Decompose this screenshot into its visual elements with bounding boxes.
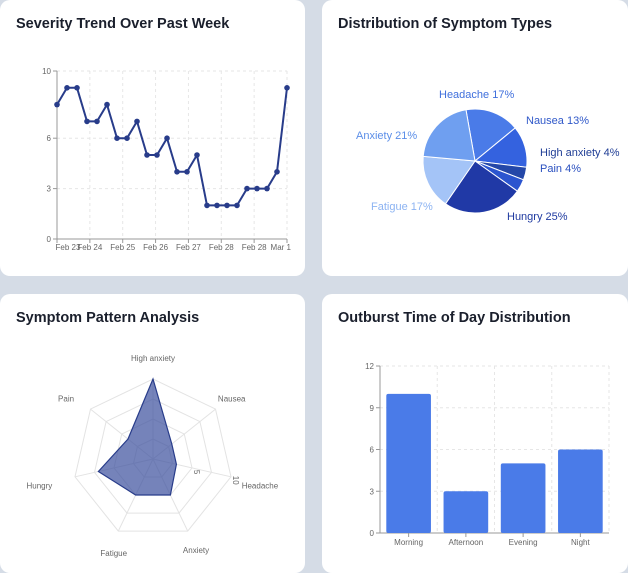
radar-radial-tick: 5 (192, 470, 201, 475)
x-tick-label: Morning (394, 538, 423, 547)
radar-radial-tick: 10 (231, 476, 240, 485)
severity-data-point (114, 135, 120, 141)
symptom-distribution-card: Distribution of Symptom Types Headache 1… (322, 0, 628, 276)
severity-series-line (56, 86, 288, 207)
severity-data-point (164, 135, 170, 141)
y-tick-label: 9 (370, 404, 375, 413)
x-tick-label: Mar 1 (271, 243, 292, 252)
radar-axis-label: Pain (58, 395, 74, 404)
symptom-distribution-title: Distribution of Symptom Types (338, 16, 553, 32)
x-tick-label: Afternoon (449, 538, 484, 547)
radar-axis-label: Fatigue (100, 549, 127, 558)
severity-data-point (274, 169, 280, 175)
x-tick-label: Feb 24 (77, 243, 102, 252)
x-tick-label: Evening (509, 538, 538, 547)
severity-data-point (74, 85, 80, 91)
x-tick-label: Feb 23 (56, 243, 81, 252)
radar-axis-label: Anxiety (183, 546, 209, 555)
severity-data-point (54, 101, 60, 108)
severity-data-point (64, 85, 70, 91)
pie-label-high-anxiety: High anxiety 4% (540, 147, 620, 159)
symptom-pattern-chart: 5 10 High anxiety Nausea Headache Anxiety Fati… (27, 354, 279, 558)
y-tick-label: 3 (47, 185, 52, 194)
x-tick-label: Feb 25 (110, 243, 135, 252)
severity-data-point (204, 202, 210, 209)
radar-grid-ring (93, 398, 213, 514)
symptom-distribution-chart: Headache 17% Nausea 13% High anxiety 4% Pai… (356, 89, 620, 223)
y-tick-label: 0 (47, 235, 52, 244)
severity-data-point (174, 169, 180, 175)
severity-data-point (224, 202, 230, 209)
radar-axis-label: High anxiety (131, 354, 175, 363)
pie-label-headache: Headache 17% (439, 89, 514, 101)
y-tick-label: 12 (365, 362, 374, 371)
bar-night (558, 449, 603, 533)
x-tick-label: Feb 28 (242, 243, 267, 252)
bar-evening (500, 463, 546, 533)
radar-axis-label: Nausea (218, 395, 246, 404)
x-tick-label: Feb 28 (209, 243, 234, 252)
radar-data-area (97, 377, 178, 496)
severity-data-point (214, 202, 220, 209)
y-tick-label: 10 (42, 67, 51, 76)
y-tick-label: 0 (370, 529, 375, 538)
radar-axis-label: Headache (242, 481, 279, 490)
severity-data-point (184, 169, 190, 175)
severity-data-point (84, 118, 90, 125)
severity-data-point (144, 152, 150, 158)
pie-slice-fatigue (422, 155, 476, 205)
severity-data-point (124, 135, 130, 141)
severity-data-point (284, 85, 290, 91)
pie-slice-anxiety (422, 109, 476, 162)
severity-data-point (264, 185, 270, 192)
pie-label-anxiety: Anxiety 21% (356, 130, 417, 142)
radar-grid-ring (74, 378, 232, 532)
pie-label-fatigue: Fatigue 17% (371, 201, 433, 213)
severity-data-point (254, 185, 260, 192)
severity-data-point (94, 118, 100, 125)
severity-data-point (234, 202, 240, 209)
severity-data-point (244, 185, 250, 192)
x-tick-label: Feb 26 (143, 243, 168, 252)
radar-axis-label: Hungry (27, 481, 53, 490)
y-tick-label: 3 (370, 487, 375, 496)
bar-morning (386, 393, 431, 533)
severity-data-point (134, 118, 140, 125)
outburst-time-title: Outburst Time of Day Distribution (338, 310, 571, 326)
outburst-time-card: Outburst Time of Day Distribution 0 3 6 9 12… (322, 294, 628, 573)
severity-data-point (194, 152, 200, 158)
pie-label-nausea: Nausea 13% (526, 115, 589, 127)
y-tick-label: 6 (370, 446, 375, 455)
severity-data-point (104, 101, 110, 108)
severity-trend-title: Severity Trend Over Past Week (16, 16, 230, 32)
x-tick-label: Feb 27 (176, 243, 201, 252)
x-tick-label: Night (571, 538, 590, 547)
severity-trend-card: Severity Trend Over Past Week 0 3 6 10 Feb 2… (0, 0, 305, 276)
symptom-pattern-card: Symptom Pattern Analysis 5 10 High anxiety… (0, 294, 305, 573)
pie-slice-headache (465, 108, 516, 162)
symptom-pattern-title: Symptom Pattern Analysis (16, 310, 200, 326)
pie-label-pain: Pain 4% (540, 163, 581, 175)
severity-data-point (154, 152, 160, 158)
outburst-time-chart: 0 3 6 9 12 Morning Afternoon Evening Night (365, 362, 610, 547)
pie-label-hungry: Hungry 25% (507, 211, 568, 223)
pie-slice-hungry (444, 160, 519, 214)
y-tick-label: 6 (47, 134, 52, 143)
bar-afternoon (443, 491, 489, 533)
